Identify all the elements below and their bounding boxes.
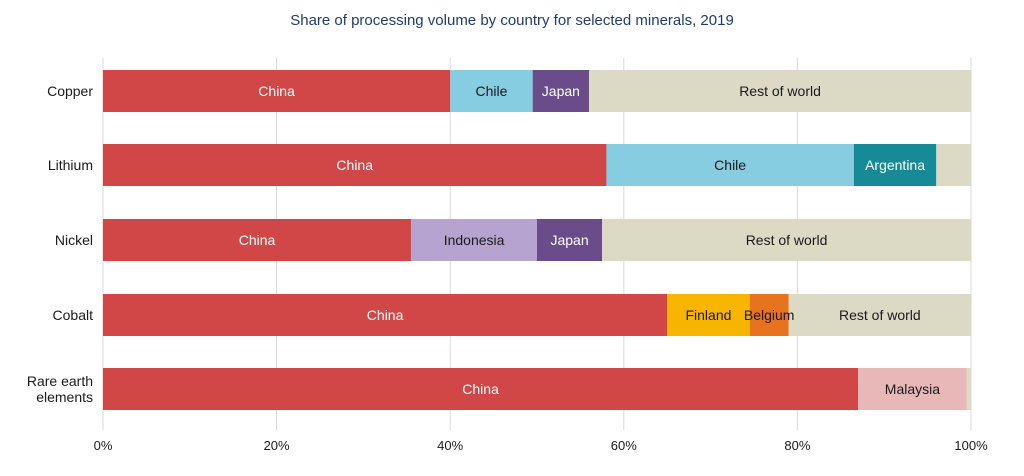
x-tick-label: 80% [784,438,810,453]
bar-segment-label: Rest of world [739,83,821,99]
category-label: elements [36,389,93,405]
category-label: Copper [47,83,93,99]
bar-segment [606,144,854,186]
bar-labels: China Chile Japan Rest of world China Chile Ar… [239,83,940,397]
x-tick-label: 0% [94,438,113,453]
x-axis-ticks: 0% 20% 40% 60% 80% 100% [94,438,988,453]
bar-segment [411,219,537,261]
bar-segment [103,70,451,112]
bar-segment-label: Chile [475,83,507,99]
bars [103,70,971,410]
bar-segment [589,70,971,112]
bar-segment [103,219,412,261]
bar-segment [450,70,533,112]
bar-segment [966,368,971,410]
bar-segment-label: Japan [550,232,588,248]
bar-segment [602,219,971,261]
bar-segment [103,144,607,186]
bar-segment-label: Belgium [744,307,795,323]
x-tick-label: 20% [264,438,290,453]
bar-segment [667,294,750,336]
bar-segment [749,294,789,336]
category-labels: Copper Lithium Nickel Cobalt Rare eartheleme… [27,83,93,405]
bar-segment [537,219,603,261]
x-tick-label: 40% [437,438,463,453]
bar-segment-label: Chile [714,157,746,173]
bar-segment-label: China [239,232,276,248]
bar-segment-label: Finland [685,307,731,323]
category-label: Rare earth [27,373,93,389]
bar-segment-label: Rest of world [839,307,921,323]
bar-segment [858,368,967,410]
bar-segment [936,144,971,186]
bar-segment-label: China [258,83,295,99]
bar-segment-label: Rest of world [746,232,828,248]
bar-segment [788,294,971,336]
bar-segment-label: Malaysia [885,381,940,397]
x-tick-label: 60% [611,438,637,453]
bar-segment-label: China [367,307,404,323]
bar-segment [103,294,668,336]
chart-title: Share of processing volume by country fo… [290,12,734,29]
bar-segment [532,70,590,112]
bar-segment-label: China [462,381,499,397]
bar-segment [853,144,937,186]
category-label: Cobalt [53,307,94,323]
bar-segment-label: Japan [542,83,580,99]
bar-segment-label: China [336,157,373,173]
bar-segment [103,368,859,410]
bar-segment-label: Argentina [865,157,925,173]
category-label: Lithium [48,157,93,173]
category-label: Nickel [55,232,93,248]
bar-segment-label: Indonesia [444,232,505,248]
x-tick-label: 100% [954,438,988,453]
